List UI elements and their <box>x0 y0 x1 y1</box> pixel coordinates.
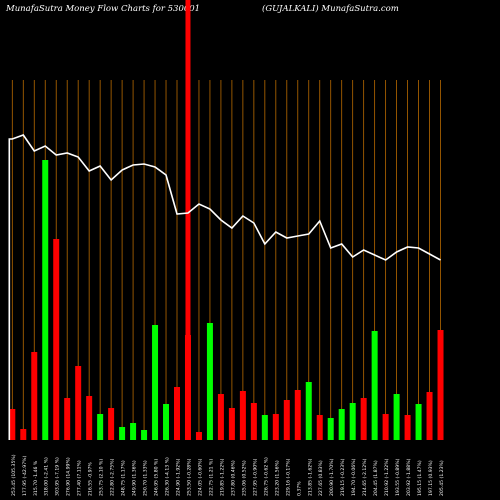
flow-bar <box>195 432 202 440</box>
flow-bar <box>20 429 27 440</box>
flow-bar <box>108 408 115 440</box>
x-tick-label: 200.90 (-1.70%) <box>329 458 335 496</box>
flow-bar <box>174 387 180 440</box>
flow-bar <box>437 330 444 440</box>
flow-bar <box>31 352 38 440</box>
x-tick-label: 222.75 (1.21 %) <box>208 459 214 496</box>
flow-bar <box>217 394 224 440</box>
flow-bar <box>163 404 170 440</box>
chart-subtitle: (GUJALKALI) MunafaSutra.com <box>262 4 399 14</box>
flow-bar <box>426 392 433 440</box>
flow-bar <box>250 403 257 440</box>
highlight-column <box>185 0 191 440</box>
flow-bar <box>261 415 268 440</box>
x-tick-label: 226.30 (-4.13 %) <box>165 457 171 496</box>
x-tick-label: 277.40 (7.11%) <box>77 460 83 496</box>
x-tick-label: 224.90 (-1.92%) <box>176 458 182 496</box>
price-line <box>8 134 441 440</box>
x-tick-label: 318.00 (-2.41 %) <box>44 457 50 496</box>
flow-bar <box>75 366 82 440</box>
x-tick-label: 276.90 (14.99%) <box>66 457 72 496</box>
chart-title: MunafaSutra Money Flow Charts for 530001 <box>6 4 201 14</box>
x-tick-label: 246.95 (5.80 %) <box>154 459 160 496</box>
flow-bar <box>53 239 60 440</box>
x-tick-label: 0.37% <box>296 481 302 496</box>
x-tick-label: 253.45 (105.35%) <box>11 454 17 496</box>
x-tick-label: 303.95 (-7.19 %) <box>55 457 61 496</box>
flow-bar <box>294 390 301 440</box>
flow-bar <box>206 323 213 440</box>
flow-bar <box>239 391 246 440</box>
flow-bar <box>119 427 126 440</box>
flow-bar <box>338 409 345 440</box>
flow-bar <box>141 430 148 440</box>
flow-bar <box>130 423 137 440</box>
x-tick-label: 177.95 (-42.97%) <box>22 456 28 496</box>
flow-bar <box>316 415 323 440</box>
x-tick-label: 226.75 (-0.62 %) <box>263 457 269 496</box>
flow-bar <box>97 414 104 440</box>
x-tick-label: 248.75 (1.17%) <box>121 460 127 496</box>
x-tick-label: 222.80 (-2.75%) <box>110 458 116 496</box>
flow-bar <box>404 415 411 440</box>
x-tick-label: 227.65 (0.83%) <box>318 460 324 496</box>
flow-bar <box>382 414 389 440</box>
x-tick-label: 253.50 (-0.28%) <box>186 458 192 496</box>
flow-bar <box>371 331 378 440</box>
x-tick-label: 227.95 (-0.90%) <box>252 458 258 496</box>
x-tick-label: 204.45 (1.87%) <box>373 460 379 496</box>
x-tick-label: 216.55 -0.97% <box>88 462 94 496</box>
x-tick-label: 249.90 (1.36%) <box>132 460 138 496</box>
flow-bar <box>283 400 290 440</box>
x-tick-label: 235.06 (0.52%) <box>241 460 247 496</box>
x-tick-label: 214.65 (-2.12%) <box>362 458 368 496</box>
x-tick-label: 195.15 (1.47%) <box>417 460 423 496</box>
x-tick-label: 203.92 (-1.88%) <box>406 458 412 496</box>
flow-bar <box>272 414 279 440</box>
flow-bar <box>86 396 93 440</box>
flow-bar <box>9 409 16 440</box>
flow-bar <box>415 404 422 440</box>
x-tick-label: 194.70 (-0.06%) <box>351 458 357 496</box>
flow-bar <box>360 398 367 440</box>
flow-bar <box>64 398 71 440</box>
flow-bar <box>152 325 159 440</box>
x-tick-label: 193.55 (-0.89%) <box>395 458 401 496</box>
x-tick-label: 197.15 (0.93%) <box>428 460 434 496</box>
flow-bar <box>184 335 191 440</box>
x-tick-label: 223.20 (1.56%) <box>274 460 280 496</box>
x-tick-label: 253.75 (2.10 %) <box>99 459 105 496</box>
flow-bar <box>228 408 235 440</box>
flow-bar <box>327 418 334 440</box>
x-tick-label: 315.70 -1.46 % <box>33 460 39 496</box>
x-tick-label: 219.85 (-1.22%) <box>219 458 225 496</box>
x-tick-label: 224.05 (-0.60%) <box>197 458 203 496</box>
x-tick-label: 210.92 (-1.22%) <box>384 458 390 496</box>
flow-bar <box>393 394 400 440</box>
x-tick-label: 229.16 (-0.17%) <box>285 458 291 496</box>
x-tick-label: 213.85 (-1.62%) <box>307 458 313 496</box>
flow-bar <box>42 160 49 440</box>
x-tick-label: 237.80 (0.46%) <box>230 460 236 496</box>
flow-bar <box>349 403 356 440</box>
x-tick-label: 250.70 (1.33%) <box>143 460 149 496</box>
x-tick-label: 205.45 (1.23%) <box>439 460 445 496</box>
flow-bar <box>305 382 312 440</box>
x-tick-label: 219.15 (-0.23%) <box>340 458 346 496</box>
